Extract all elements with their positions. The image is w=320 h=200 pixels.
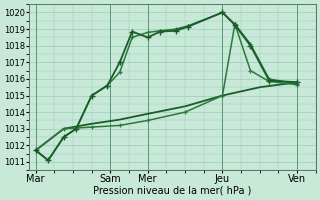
X-axis label: Pression niveau de la mer( hPa ): Pression niveau de la mer( hPa ) xyxy=(93,186,252,196)
